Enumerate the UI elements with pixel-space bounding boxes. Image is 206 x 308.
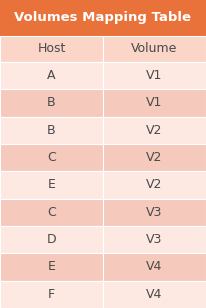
Bar xyxy=(103,281,206,308)
Bar xyxy=(0,281,103,308)
Text: V1: V1 xyxy=(146,96,163,110)
Text: C: C xyxy=(47,206,56,219)
Bar xyxy=(0,226,103,253)
Bar xyxy=(0,36,103,62)
Text: A: A xyxy=(47,69,56,82)
Bar xyxy=(103,144,206,171)
Text: E: E xyxy=(48,261,55,274)
Text: V2: V2 xyxy=(146,151,163,164)
Text: V3: V3 xyxy=(146,233,163,246)
Text: V1: V1 xyxy=(146,69,163,82)
Text: V3: V3 xyxy=(146,206,163,219)
Bar xyxy=(0,89,103,117)
Bar xyxy=(0,0,206,36)
Text: B: B xyxy=(47,96,56,110)
Bar xyxy=(0,62,103,89)
Text: E: E xyxy=(48,179,55,192)
Bar xyxy=(0,117,103,144)
Text: Host: Host xyxy=(37,43,66,55)
Text: Volumes Mapping Table: Volumes Mapping Table xyxy=(14,11,192,25)
Bar xyxy=(0,171,103,199)
Bar xyxy=(103,62,206,89)
Bar xyxy=(0,144,103,171)
Text: D: D xyxy=(47,233,56,246)
Text: V4: V4 xyxy=(146,261,163,274)
Text: Volume: Volume xyxy=(131,43,178,55)
Bar xyxy=(103,36,206,62)
Bar xyxy=(103,199,206,226)
Text: B: B xyxy=(47,124,56,137)
Bar xyxy=(0,253,103,281)
Bar xyxy=(103,171,206,199)
Text: V2: V2 xyxy=(146,124,163,137)
Text: V4: V4 xyxy=(146,288,163,301)
Bar xyxy=(0,199,103,226)
Text: C: C xyxy=(47,151,56,164)
Text: V2: V2 xyxy=(146,179,163,192)
Text: F: F xyxy=(48,288,55,301)
Bar xyxy=(103,226,206,253)
Bar xyxy=(103,253,206,281)
Bar xyxy=(103,117,206,144)
Bar xyxy=(103,89,206,117)
